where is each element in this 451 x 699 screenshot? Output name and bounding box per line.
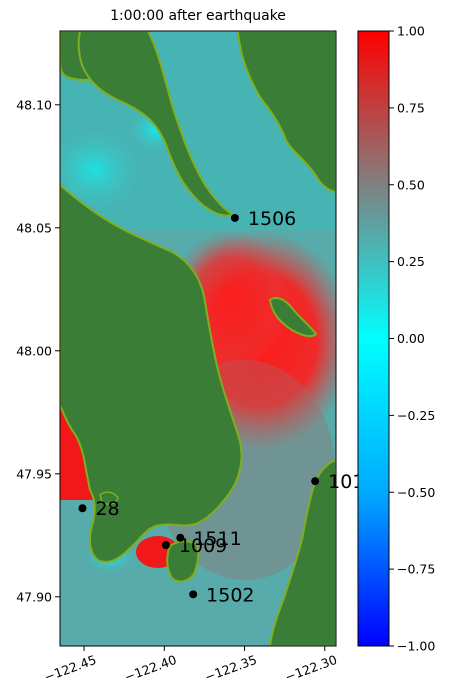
gauge-dot [189, 590, 198, 599]
x-axis: −122.45 −122.40 −122.35 −122.30 [42, 646, 339, 685]
x-tick-label: −122.30 [283, 652, 339, 685]
colorbar [357, 30, 390, 647]
x-tick-label: −122.45 [42, 652, 98, 685]
y-tick-label: 48.05 [16, 220, 52, 235]
map-frame [59, 30, 337, 647]
gauge-label: 28 [95, 498, 119, 520]
colorbar-tick-label: 0.00 [397, 331, 425, 346]
y-tick-label: 47.95 [16, 466, 52, 481]
map-title: 1:00:00 after earthquake [110, 8, 286, 24]
gauge-label: 1009 [179, 535, 227, 557]
y-tick-label: 48.00 [16, 343, 52, 358]
colorbar-ticks: 1.00 0.75 0.50 0.25 0.00 −0.25 −0.50 −0.75 −1.00 [389, 24, 435, 654]
land [60, 31, 336, 646]
gauge-label: 1511 [193, 528, 241, 550]
y-tick-label: 48.10 [16, 97, 52, 112]
gauge-dot [311, 477, 320, 486]
colorbar-tick-label: 1.00 [397, 24, 425, 39]
colorbar-tick-label: −0.50 [397, 485, 435, 500]
gauge-dot [161, 541, 170, 550]
y-tick-label: 47.90 [16, 589, 52, 604]
gauge-dot [230, 213, 239, 222]
colorbar-tick-label: −1.00 [397, 639, 435, 654]
gauge-label: 101 [328, 471, 364, 493]
gauge-dot [78, 504, 87, 513]
gauge-dot [176, 533, 185, 542]
colorbar-tick-label: −0.75 [397, 562, 435, 577]
x-tick-label: −122.40 [122, 652, 178, 685]
gauge-label: 1502 [206, 584, 254, 606]
colorbar-tick-label: 0.25 [397, 254, 425, 269]
colorbar-tick-label: −0.25 [397, 408, 435, 423]
colorbar-tick-label: 0.50 [397, 177, 425, 192]
gauge-label: 1506 [248, 208, 296, 230]
map-area [60, 31, 336, 646]
colorbar-tick-label: 0.75 [397, 100, 425, 115]
x-tick-label: −122.35 [203, 652, 259, 685]
y-axis: 48.10 48.05 48.00 47.95 47.90 [16, 97, 60, 604]
